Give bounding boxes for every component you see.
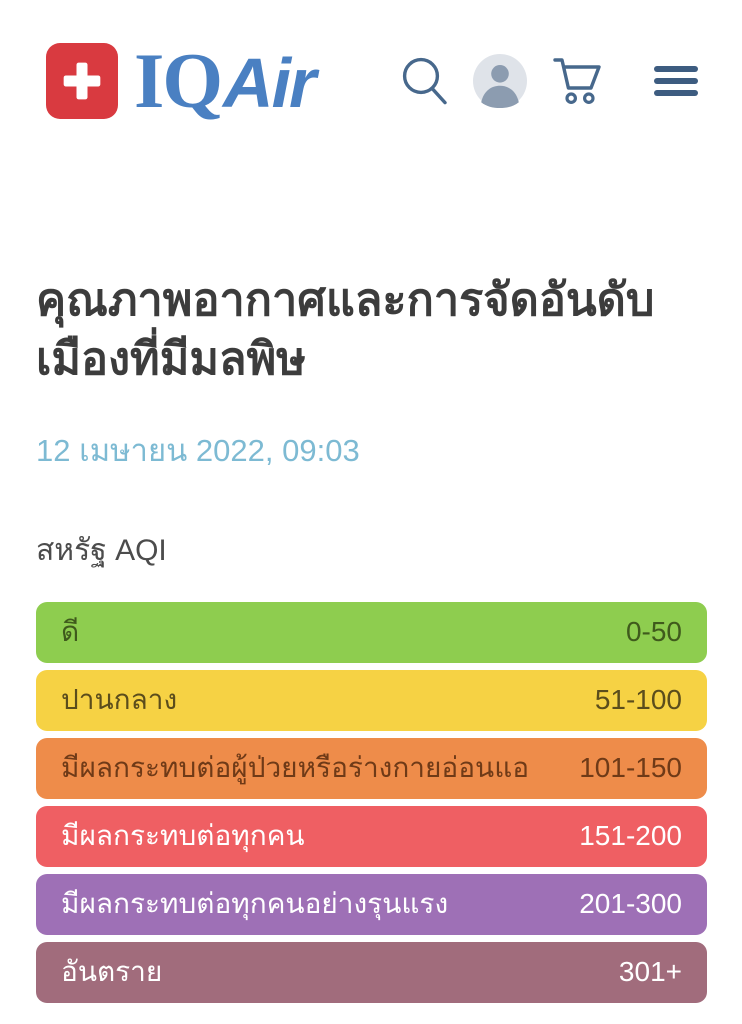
aqi-row-range: 201-300: [579, 888, 682, 920]
aqi-row-very-unhealthy: มีผลกระทบต่อทุกคนอย่างรุนแรง 201-300: [36, 873, 707, 935]
swiss-cross-icon: [46, 43, 118, 119]
iqair-logo[interactable]: IQ Air: [46, 37, 316, 124]
aqi-row-moderate: ปานกลาง 51-100: [36, 669, 707, 731]
logo-wordmark: IQ Air: [134, 37, 316, 124]
aqi-row-range: 51-100: [594, 684, 682, 716]
aqi-scale-heading: สหรัฐ AQI: [36, 533, 167, 567]
aqi-row-range: 301+: [618, 956, 682, 988]
publish-date: 12 เมษายน 2022, 09:03: [36, 432, 360, 468]
menu-icon[interactable]: [652, 61, 700, 101]
aqi-row-range: 101-150: [579, 752, 682, 784]
aqi-row-label: มีผลกระทบต่อทุกคนอย่างรุนแรง: [61, 888, 449, 920]
header: IQ Air: [0, 0, 742, 120]
aqi-row-label: อันตราย: [61, 956, 163, 988]
aqi-row-label: มีผลกระทบต่อผู้ป่วยหรือร่างกายอ่อนแอ: [61, 752, 530, 784]
aqi-row-range: 0-50: [625, 616, 682, 648]
aqi-row-hazardous: อันตราย 301+: [36, 941, 707, 1003]
aqi-row-label: ปานกลาง: [61, 684, 178, 716]
logo-text-iq: IQ: [134, 37, 223, 124]
page-title: คุณภาพอากาศและการจัดอันดับเมืองที่มีมลพิ…: [36, 274, 655, 385]
main-content: คุณภาพอากาศและการจัดอันดับเมืองที่มีมลพิ…: [0, 270, 742, 1003]
aqi-row-range: 151-200: [579, 820, 682, 852]
aqi-row-label: มีผลกระทบต่อทุกคน: [61, 820, 305, 852]
header-actions: [398, 53, 700, 109]
search-icon[interactable]: [398, 54, 450, 108]
aqi-scale-legend: ดี 0-50 ปานกลาง 51-100 มีผลกระทบต่อผู้ป่…: [36, 601, 707, 1003]
aqi-row-unhealthy: มีผลกระทบต่อทุกคน 151-200: [36, 805, 707, 867]
aqi-row-label: ดี: [61, 616, 80, 648]
cart-icon[interactable]: [550, 53, 604, 109]
aqi-row-unhealthy-sensitive: มีผลกระทบต่อผู้ป่วยหรือร่างกายอ่อนแอ 101…: [36, 737, 707, 799]
aqi-row-good: ดี 0-50: [36, 601, 707, 663]
logo-text-air: Air: [223, 44, 316, 122]
account-icon[interactable]: [472, 53, 528, 109]
